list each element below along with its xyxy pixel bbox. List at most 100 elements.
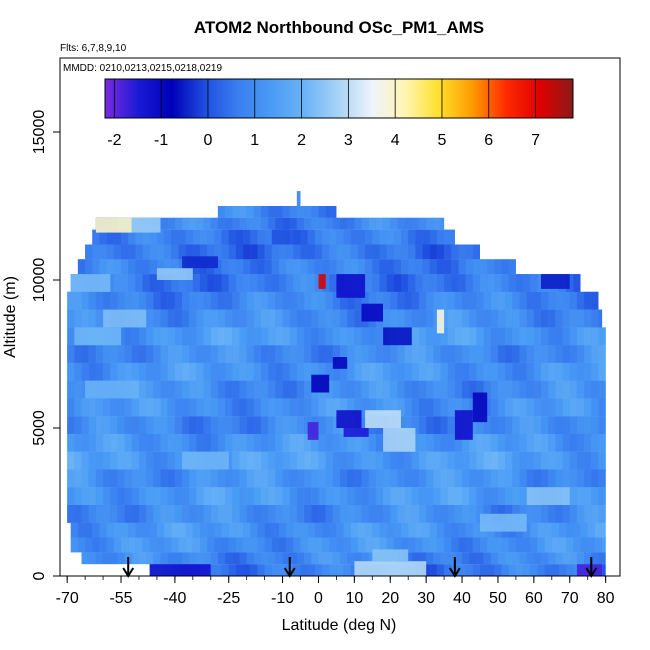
heat-cell [329, 564, 337, 576]
heat-cell [404, 309, 412, 328]
heat-cell [519, 309, 527, 328]
heat-cell [268, 291, 276, 310]
heat-cell [275, 505, 283, 523]
heat-cell [462, 505, 470, 523]
heat-cell [469, 327, 477, 346]
heat-cell [275, 345, 283, 363]
heat-cell [512, 291, 520, 310]
heat-cell [207, 229, 215, 245]
heat-cell [404, 505, 412, 523]
heat-cell [494, 259, 502, 275]
heat-cell [135, 259, 143, 275]
heat-cell [210, 217, 218, 230]
heat-cell [235, 259, 244, 275]
heat-cell [207, 537, 215, 553]
heat-cell [340, 469, 348, 488]
heat-cell [329, 244, 337, 260]
heat-cell [322, 537, 330, 553]
heat-cell [131, 505, 139, 523]
heat-anomaly [182, 256, 218, 269]
heat-cell [591, 291, 599, 310]
heat-cell [268, 327, 276, 346]
heat-cell [146, 327, 154, 346]
heat-cell [454, 505, 463, 523]
heat-cell [117, 469, 125, 488]
heat-cell [555, 327, 563, 346]
heat-cell [591, 398, 599, 417]
heat-cell [268, 505, 276, 523]
heat-cell [512, 309, 520, 328]
heat-cell [436, 259, 445, 275]
heat-cell [426, 505, 434, 523]
heat-cell [433, 469, 441, 488]
heat-cell [121, 537, 129, 553]
heat-cell [576, 327, 585, 346]
heat-cell [329, 259, 337, 275]
heat-cell [562, 291, 570, 310]
heat-cell [304, 487, 312, 505]
heat-cell [196, 327, 204, 346]
heat-cell [189, 416, 197, 434]
heat-cell [447, 433, 455, 452]
heat-cell [261, 362, 269, 381]
heat-cell [250, 522, 258, 538]
heat-cell [541, 380, 549, 399]
heat-cell [426, 380, 434, 399]
heat-cell [361, 217, 369, 230]
heat-cell [203, 552, 211, 565]
heat-cell [167, 487, 175, 505]
heat-cell [189, 433, 197, 452]
heat-cell [174, 217, 183, 230]
heat-cell [257, 537, 265, 553]
heat-cell [67, 416, 75, 434]
heat-anomaly [307, 422, 319, 440]
heat-cell [296, 552, 305, 565]
heat-cell [275, 398, 283, 417]
heat-cell [347, 345, 355, 363]
heat-cell [569, 291, 577, 310]
heat-cell [354, 309, 362, 328]
heat-cell [483, 398, 491, 417]
heat-cell [307, 229, 315, 245]
heat-cell [440, 217, 445, 230]
heat-cell [203, 362, 211, 381]
heat-cell [490, 487, 498, 505]
heat-cell [426, 217, 434, 230]
heat-cell [296, 487, 305, 505]
heat-cell [458, 259, 466, 275]
heat-cell [454, 552, 463, 565]
heat-cell [210, 309, 218, 328]
heat-cell [562, 327, 570, 346]
heat-cell [174, 309, 183, 328]
heat-cell [555, 291, 563, 310]
heat-cell [318, 309, 326, 328]
heat-cell [476, 291, 484, 310]
heat-cell [551, 564, 559, 576]
flights-note: Flts: 6,7,8,9,10 [60, 43, 127, 54]
heat-cell [576, 433, 585, 452]
heat-cell [490, 309, 498, 328]
heat-cell [135, 274, 143, 292]
heat-cell [347, 380, 355, 399]
heat-cell [124, 433, 132, 452]
heat-cell [332, 291, 340, 310]
heat-cell [88, 416, 96, 434]
heat-cell [559, 522, 567, 538]
heat-cell [311, 487, 319, 505]
heat-cell [268, 380, 276, 399]
heat-cell [103, 552, 111, 565]
heat-cell [584, 291, 592, 310]
heat-cell [307, 522, 315, 538]
heat-cell [566, 274, 574, 292]
heat-cell [81, 291, 89, 310]
heat-cell [390, 309, 398, 328]
heat-cell [580, 537, 588, 553]
heat-cell [128, 229, 136, 245]
heat-cell [515, 564, 524, 576]
heat-cell [257, 229, 265, 245]
heat-cell [203, 433, 211, 452]
heat-cell [451, 244, 459, 260]
heat-cell [379, 244, 387, 260]
heat-cell [562, 552, 570, 565]
heat-cell [246, 433, 254, 452]
